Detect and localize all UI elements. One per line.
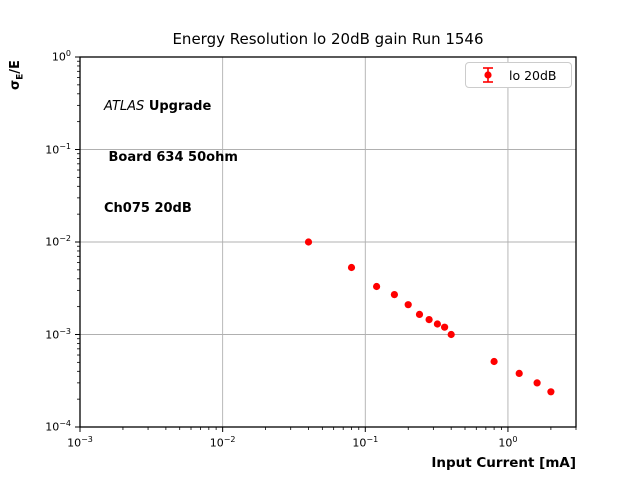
data-point xyxy=(304,238,313,246)
annotation-experiment: ATLAS xyxy=(104,99,145,114)
x-tick-label: 10−2 xyxy=(209,435,236,450)
y-tick-label: 100 xyxy=(51,48,71,64)
annotation-line3: Ch075 20dB xyxy=(104,201,192,216)
data-point xyxy=(415,310,424,318)
data-point xyxy=(404,301,412,309)
data-point xyxy=(441,323,449,331)
data-point xyxy=(447,330,455,339)
data-point xyxy=(533,379,541,387)
annotation-line2: Board 634 50ohm xyxy=(104,150,238,165)
legend-box: lo 20dB xyxy=(465,62,572,88)
data-point xyxy=(373,282,381,291)
data-point xyxy=(515,369,523,377)
chart-title: Energy Resolution lo 20dB gain Run 1546 xyxy=(172,30,484,48)
ylabel-subscript: E xyxy=(15,73,26,80)
y-tick-label: 10−3 xyxy=(45,326,71,342)
y-axis-label: σE/E xyxy=(8,41,28,109)
annotation-block: ATLAS Upgrade Board 634 50ohm Ch075 20dB xyxy=(104,64,238,251)
y-tick-label: 10−2 xyxy=(45,233,71,249)
data-point xyxy=(390,291,398,299)
data-point xyxy=(490,357,498,366)
data-point xyxy=(347,263,356,272)
y-tick-label: 10−1 xyxy=(45,141,71,157)
x-tick-label: 10−3 xyxy=(67,435,93,450)
data-point xyxy=(433,320,441,328)
ylabel-sigma: σ xyxy=(8,79,23,90)
x-tick-label: 10−1 xyxy=(352,435,379,450)
annotation-program: Upgrade xyxy=(148,99,212,114)
annotation-line1: ATLAS Upgrade xyxy=(104,98,238,115)
ylabel-rest: /E xyxy=(8,60,23,74)
x-axis-label: Input Current [mA] xyxy=(431,455,576,471)
legend-label: lo 20dB xyxy=(509,67,557,83)
data-point xyxy=(425,316,433,324)
x-tick-label: 100 xyxy=(498,435,518,450)
y-tick-label: 10−4 xyxy=(45,418,71,434)
legend-errorbar-icon xyxy=(483,67,493,83)
data-point xyxy=(547,388,555,396)
